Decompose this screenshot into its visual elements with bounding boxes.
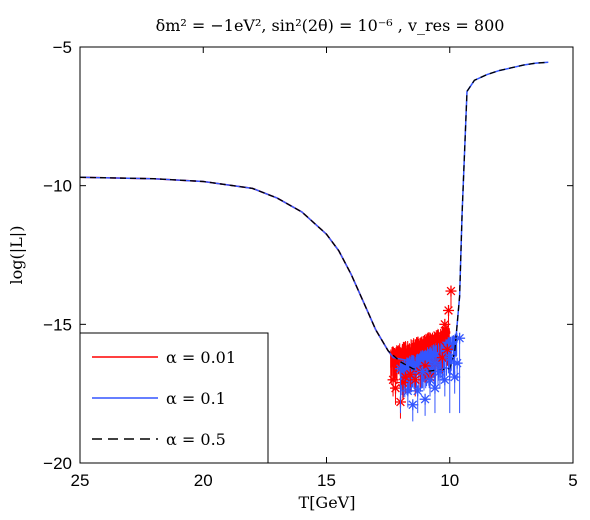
y-tick-label: −15: [43, 315, 72, 334]
star-marker-1: [429, 357, 441, 369]
x-tick-label: 25: [71, 471, 90, 490]
x-tick-label: 5: [568, 471, 577, 490]
series-line-2: [80, 61, 549, 373]
legend-label-1: α = 0.1: [166, 389, 226, 408]
series-line-1: [80, 61, 549, 370]
star-marker-1: [454, 332, 466, 344]
star-marker-1: [394, 363, 406, 375]
x-tick-label: 15: [317, 471, 336, 490]
star-marker-1: [402, 385, 414, 397]
legend-label-2: α = 0.5: [166, 430, 226, 449]
star-marker-0: [404, 368, 416, 380]
series-line-0: [80, 176, 394, 359]
star-marker-0: [445, 285, 457, 297]
y-axis-label: log(|L|): [7, 226, 26, 285]
star-marker-1: [412, 385, 424, 397]
y-tick-label: −5: [53, 38, 72, 57]
y-tick-label: −20: [43, 454, 72, 473]
star-marker-1: [429, 382, 441, 394]
star-marker-1: [424, 374, 436, 386]
star-marker-1: [419, 393, 431, 405]
chart-title: δm² = −1eV², sin²(2θ) = 10⁻⁶ , v_res = 8…: [156, 16, 505, 35]
star-marker-1: [417, 365, 429, 377]
star-marker-0: [390, 382, 402, 394]
star-marker-1: [444, 352, 456, 364]
x-axis-label: T[GeV]: [299, 493, 356, 512]
star-marker-0: [409, 374, 421, 386]
legend-label-0: α = 0.01: [166, 348, 236, 367]
star-marker-1: [434, 365, 446, 377]
star-marker-1: [451, 357, 463, 369]
star-marker-0: [443, 304, 455, 316]
legend: α = 0.01 α = 0.1 α = 0.5: [79, 332, 269, 464]
star-marker-0: [431, 329, 443, 341]
star-marker-1: [407, 399, 419, 411]
x-tick-label: 10: [440, 471, 459, 490]
star-marker-0: [441, 343, 453, 355]
star-marker-0: [387, 374, 399, 386]
x-tick-label: 20: [194, 471, 213, 490]
star-marker-1: [449, 371, 461, 383]
y-tick-label: −10: [43, 177, 72, 196]
star-marker-1: [439, 374, 451, 386]
